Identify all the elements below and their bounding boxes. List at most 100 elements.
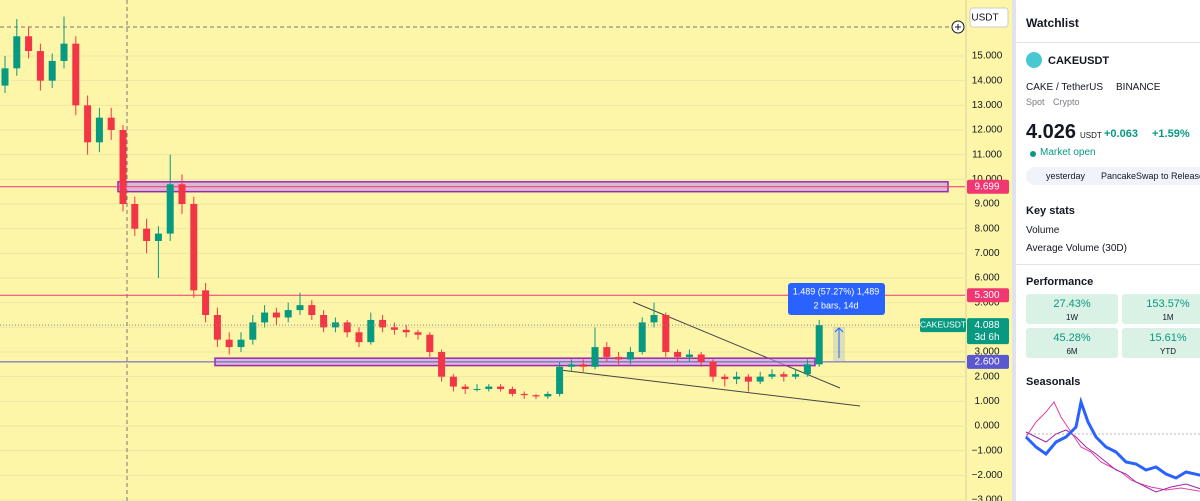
countdown-label: 3d 6h [974,332,999,343]
stat-label: Volume [1026,225,1060,236]
y-tick-label: 13.000 [972,100,1003,111]
candle-body [379,319,387,328]
candle-body [567,364,575,367]
price-currency: USDT [1080,131,1102,140]
change: +0.063 [1104,128,1138,140]
candle-body [213,315,221,340]
y-tick-label: 5.000 [974,297,999,308]
y-tick-label: 2.000 [974,371,999,382]
candle-body [449,376,457,387]
candle-body [615,356,623,360]
perf-card: 15.61% YTD [1122,328,1200,358]
y-tick-label: 11.000 [972,149,1002,160]
candle-body [685,354,693,357]
candle-body [143,228,151,242]
seasonals-chart [1024,396,1200,493]
seasonals-line [1024,396,1200,480]
y-tick-label: −1.000 [972,445,1003,456]
perf-card: 27.43% 1W [1026,294,1118,324]
candle-body [261,312,269,323]
candle-body [331,322,339,328]
candle-body [390,327,398,330]
perf-period: 1W [1066,313,1078,322]
candle-body [733,376,741,380]
candle-body [508,389,516,394]
candle-body [579,364,587,367]
pair: CAKE / TetherUS [1026,82,1104,93]
candle-body [72,43,80,106]
candle-body [626,352,634,360]
chart-background [0,0,1012,501]
candle-body [367,319,375,343]
news-time[interactable]: yesterday [1046,171,1086,181]
seasonals-title: Seasonals [1026,376,1081,388]
candle-body [756,376,764,382]
y-tick-label: 8.000 [974,223,999,234]
divider [1016,264,1200,265]
candle-body [308,305,316,316]
y-tick-label: 14.000 [972,75,1003,86]
last-price-tag [967,318,1009,345]
candle-body [178,184,186,205]
asset-class: Crypto [1053,97,1080,107]
divider [1016,42,1200,43]
status-dot [1030,151,1036,157]
candle-body [662,315,670,353]
y-tick-label: 12.000 [972,125,1003,136]
y-tick-label: 15.000 [972,51,1003,62]
perf-value: 45.28% [1053,332,1091,344]
exchange: BINANCE [1116,82,1161,93]
candle-body [225,339,233,348]
perf-value: 15.61% [1149,332,1187,344]
status: Market open [1040,147,1096,158]
candle-body [792,374,800,377]
candle-body [461,386,469,390]
candle-body [296,305,304,311]
candle-body [119,129,127,205]
candle-body [497,386,505,390]
news-pill[interactable] [1026,167,1200,185]
candle-body [36,51,44,81]
candle-body [426,334,434,353]
candle-body [237,339,245,348]
currency-button-label[interactable]: USDT [971,13,998,24]
candle-body [603,347,611,357]
y-tick-label: −2.000 [972,470,1003,481]
candle-body [485,386,493,390]
candle-body [768,374,776,377]
candle-body [190,204,198,291]
candle-body [13,36,21,69]
candle-body [131,204,139,229]
level-label: 5.300 [974,290,999,301]
candle-body [355,332,363,343]
candle-body [638,322,646,353]
measure-bars: 2 bars, 14d [813,300,858,310]
currency-button[interactable] [969,7,1009,28]
symbol-tag-label: CAKEUSDT [920,319,966,329]
candle-body [249,322,257,340]
symbol: CAKEUSDT [1048,55,1110,67]
y-tick-label: 10.000 [972,174,1003,185]
candle-body [343,322,351,333]
news-headline[interactable]: PancakeSwap to Release Sp [1101,171,1200,181]
candle-body [95,117,103,143]
watchlist-title[interactable]: Watchlist [1026,16,1079,30]
perf-period: YTD [1160,347,1176,356]
perf-value: 153.57% [1146,298,1190,310]
perf-card: 45.28% 6M [1026,328,1118,358]
side-panel: Watchlist CAKEUSDT CAKE / TetherUS BINAN… [1012,0,1200,501]
y-tick-label: −3.000 [972,495,1003,501]
candle-body [473,389,481,391]
change-pct: +1.59% [1152,128,1190,140]
candle-body [803,364,811,375]
level-tag [967,179,1009,194]
perf-period: 6M [1066,347,1078,356]
measure-box [788,283,885,315]
symbol-logo [1026,52,1042,68]
candle-body [166,184,174,234]
candle-body [107,117,115,130]
candle-body [284,310,292,318]
candle-body [438,352,446,377]
candle-body [48,60,56,81]
performance-title: Performance [1026,276,1094,288]
